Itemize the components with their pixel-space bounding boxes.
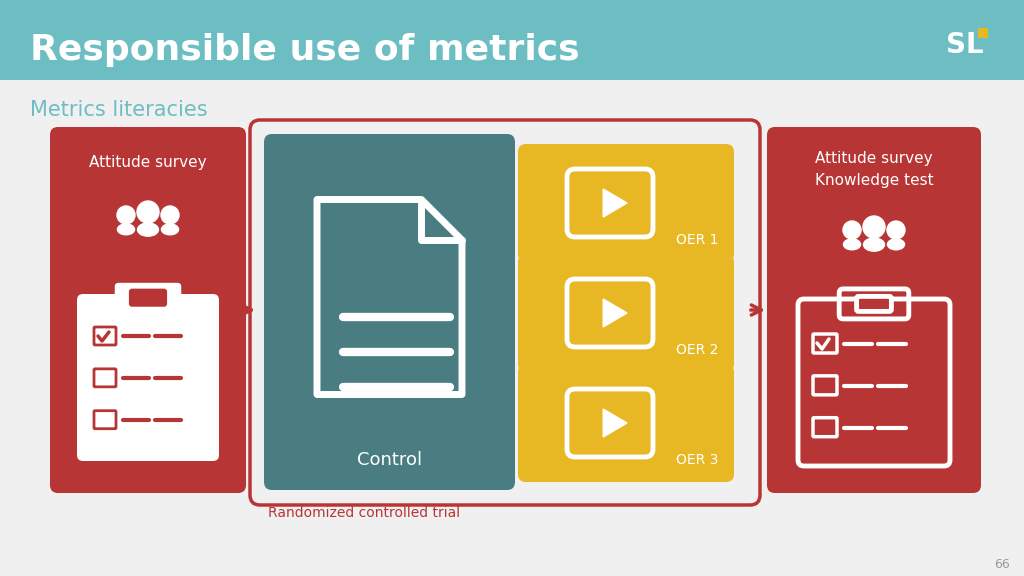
FancyBboxPatch shape bbox=[978, 28, 988, 38]
Polygon shape bbox=[603, 409, 627, 437]
FancyBboxPatch shape bbox=[518, 254, 734, 372]
Circle shape bbox=[887, 221, 905, 239]
Ellipse shape bbox=[888, 239, 904, 250]
Circle shape bbox=[137, 201, 159, 223]
Text: 66: 66 bbox=[994, 559, 1010, 571]
FancyBboxPatch shape bbox=[518, 144, 734, 262]
Circle shape bbox=[843, 221, 861, 239]
Polygon shape bbox=[603, 189, 627, 217]
Polygon shape bbox=[603, 299, 627, 327]
Circle shape bbox=[863, 216, 885, 238]
Text: Responsible use of metrics: Responsible use of metrics bbox=[30, 33, 580, 67]
Text: Attitude survey: Attitude survey bbox=[89, 156, 207, 170]
Text: Control: Control bbox=[357, 451, 422, 469]
FancyBboxPatch shape bbox=[77, 294, 219, 461]
Ellipse shape bbox=[118, 224, 134, 235]
FancyBboxPatch shape bbox=[115, 283, 181, 313]
Text: Metrics literacies: Metrics literacies bbox=[30, 100, 208, 120]
Circle shape bbox=[161, 206, 179, 224]
FancyBboxPatch shape bbox=[0, 0, 1024, 80]
Text: Randomized controlled trial: Randomized controlled trial bbox=[268, 506, 460, 520]
Ellipse shape bbox=[863, 238, 885, 251]
FancyBboxPatch shape bbox=[767, 127, 981, 493]
Text: OER 3: OER 3 bbox=[676, 453, 718, 467]
FancyBboxPatch shape bbox=[857, 297, 892, 312]
Circle shape bbox=[117, 206, 135, 224]
Ellipse shape bbox=[162, 224, 178, 235]
Text: OER 1: OER 1 bbox=[676, 233, 718, 247]
FancyBboxPatch shape bbox=[129, 289, 167, 307]
Ellipse shape bbox=[844, 239, 860, 250]
Text: SL: SL bbox=[946, 31, 984, 59]
Text: Knowledge test: Knowledge test bbox=[815, 173, 933, 188]
Ellipse shape bbox=[137, 223, 159, 236]
FancyBboxPatch shape bbox=[518, 364, 734, 482]
FancyBboxPatch shape bbox=[264, 134, 515, 490]
Text: Attitude survey: Attitude survey bbox=[815, 151, 933, 166]
FancyBboxPatch shape bbox=[50, 127, 246, 493]
Text: OER 2: OER 2 bbox=[676, 343, 718, 357]
